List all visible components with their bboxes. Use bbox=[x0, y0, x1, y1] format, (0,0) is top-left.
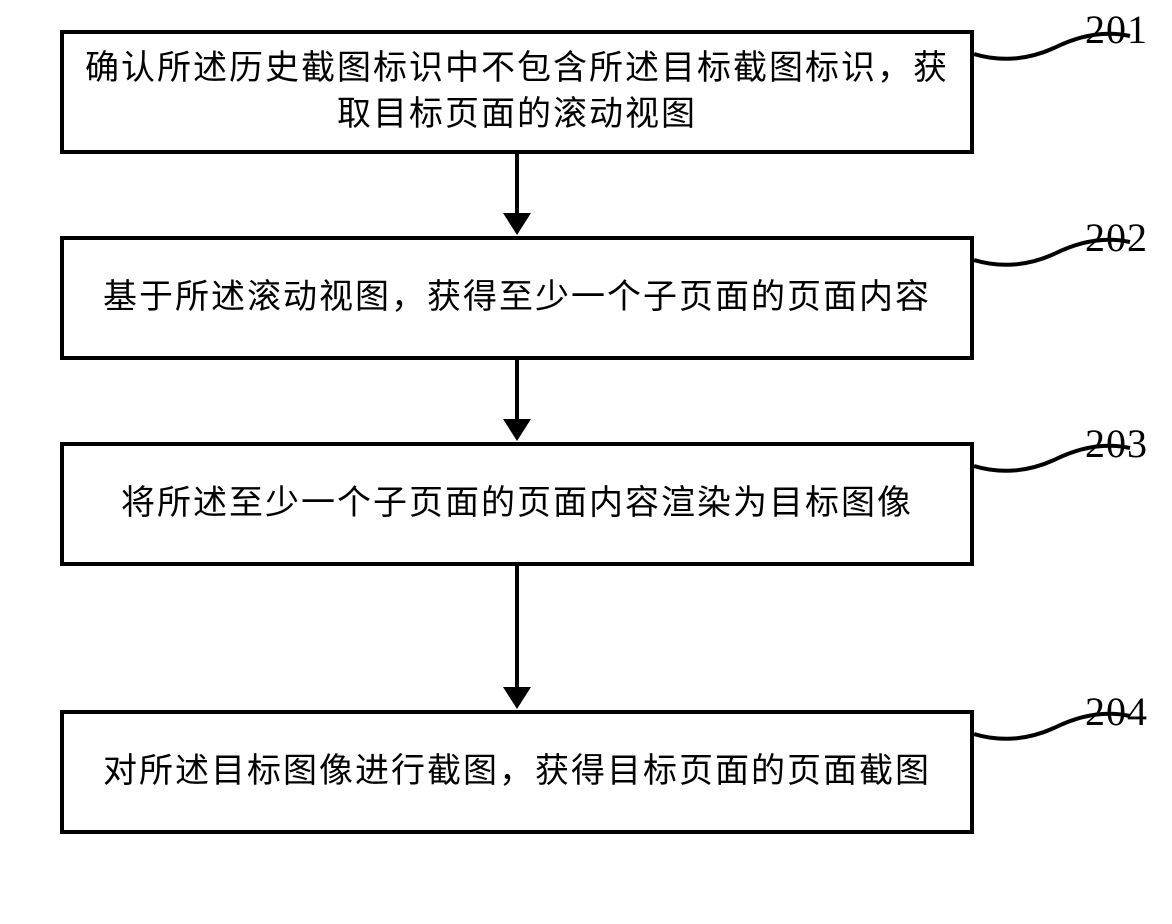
flow-step-text: 确认所述历史截图标识中不包含所述目标截图标识，获取目标页面的滚动视图 bbox=[84, 46, 950, 138]
flow-step-text: 将所述至少一个子页面的页面内容渲染为目标图像 bbox=[121, 481, 913, 527]
step-label-201: 201 bbox=[1085, 6, 1148, 53]
step-label-204: 204 bbox=[1085, 688, 1148, 735]
flow-arrow bbox=[503, 360, 531, 441]
flow-arrow bbox=[503, 154, 531, 235]
flow-step-201: 确认所述历史截图标识中不包含所述目标截图标识，获取目标页面的滚动视图 bbox=[60, 30, 974, 154]
flow-step-202: 基于所述滚动视图，获得至少一个子页面的页面内容 bbox=[60, 236, 974, 360]
flow-arrow bbox=[503, 566, 531, 709]
step-label-203: 203 bbox=[1085, 420, 1148, 467]
flow-step-204: 对所述目标图像进行截图，获得目标页面的页面截图 bbox=[60, 710, 974, 834]
flow-step-text: 对所述目标图像进行截图，获得目标页面的页面截图 bbox=[103, 749, 931, 795]
step-label-202: 202 bbox=[1085, 214, 1148, 261]
flow-step-203: 将所述至少一个子页面的页面内容渲染为目标图像 bbox=[60, 442, 974, 566]
flow-step-text: 基于所述滚动视图，获得至少一个子页面的页面内容 bbox=[103, 275, 931, 321]
